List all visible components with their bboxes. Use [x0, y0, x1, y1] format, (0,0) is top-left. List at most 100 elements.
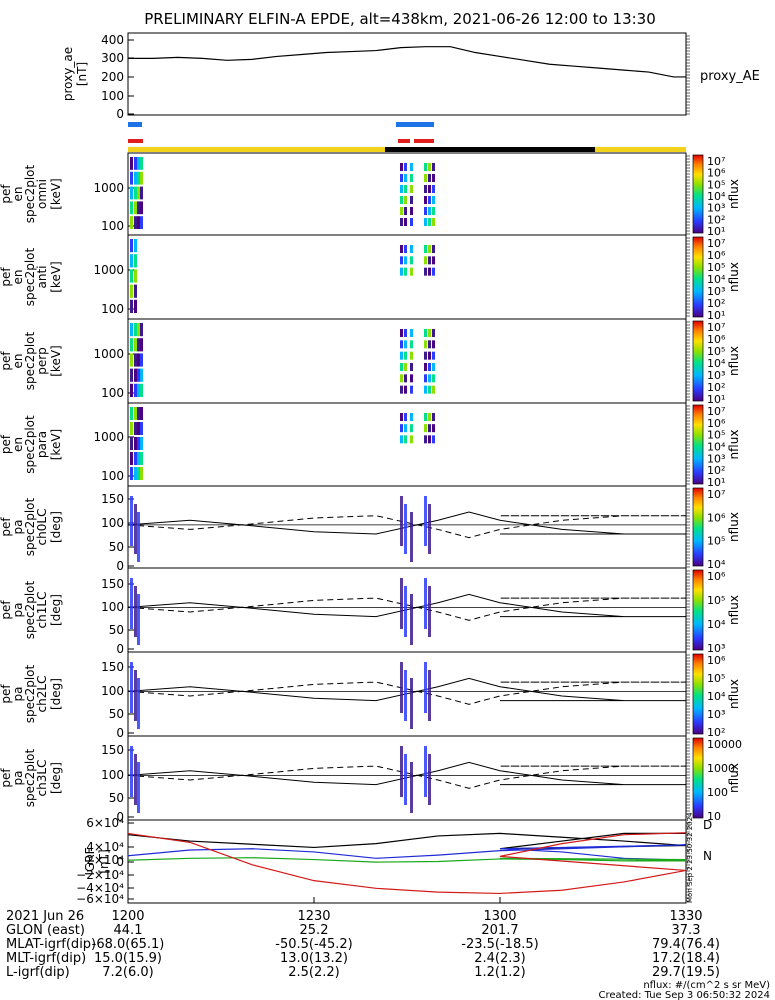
footer-row-2-val-2: -23.5(-18.5): [461, 937, 538, 952]
spectrogram-cell: [130, 467, 133, 480]
spectrogram-cell: [428, 163, 431, 171]
spectrogram-cell: [410, 218, 413, 226]
panel-7-cbar-tick-2: 10⁴: [707, 690, 726, 703]
spectrogram-cell: [410, 329, 413, 337]
spectrogram-cell: [134, 338, 137, 352]
spectrogram-cell: [428, 385, 431, 394]
spectrogram-cell: [400, 207, 403, 215]
panel-6-ylabel-3: spec2plot: [23, 580, 37, 639]
spectrogram-cell: [134, 437, 137, 450]
spectrogram-cell: [410, 413, 413, 421]
spectrogram-cell: [404, 351, 407, 360]
panel-6-cbar-tick-1: 10⁵: [707, 594, 725, 607]
spectrogram-cell: [432, 245, 435, 253]
pa-spectrogram-cell: [137, 594, 140, 645]
panel-9-ytick-3: 0: [116, 855, 124, 869]
panel-0-frame: [127, 32, 687, 116]
spectrogram-cell: [432, 351, 435, 360]
pa-spectrogram-cell: [400, 578, 403, 629]
panel-6-cbar-label: nflux: [727, 595, 741, 625]
pa-spectrogram-cell: [134, 754, 137, 805]
panel-7-ylabel-2: pa: [11, 687, 25, 702]
spectrogram-cell: [428, 256, 431, 265]
footer-row-0-val-2: 1300: [483, 909, 516, 924]
panel-3-ytick-0: 1000: [93, 347, 124, 361]
spectrogram-cell: [134, 216, 137, 229]
spectrogram-cell: [432, 413, 435, 421]
spectrogram-cell: [140, 407, 143, 420]
spectrogram-cell: [400, 385, 403, 394]
spectrogram-cell: [137, 186, 140, 200]
spectrogram-cell: [140, 171, 143, 185]
panel-2-cbar-tick-2: 10⁵: [707, 261, 725, 274]
pa-panel-3-anti-loss-cone: [127, 765, 686, 789]
panel-1-ylabel-0: ela: [0, 185, 1, 203]
pa-spectrogram-cell: [424, 578, 427, 629]
panel-7-ylabel-5: [deg]: [49, 678, 63, 710]
panel-6-cbar-tick-2: 10⁴: [707, 618, 726, 631]
spectrogram-cell: [130, 269, 133, 283]
panel-4-cbar-label: nflux: [727, 430, 741, 460]
igrf-series-Z: [127, 857, 687, 863]
panel-2-ytick-1: 100: [101, 302, 124, 316]
spectrogram-cell: [410, 207, 413, 215]
spectrogram-cell: [424, 245, 427, 253]
spectrogram-cell: [130, 323, 133, 337]
proxy-ae-series-label: proxy_AE: [700, 69, 760, 84]
spectrogram-cell: [137, 452, 140, 465]
panel-7-cbar-tick-0: 10⁶: [707, 654, 726, 667]
spectrogram-cell: [137, 383, 140, 397]
panel-7: elapefpaspec2plotch2LC[deg] 150 100 50 0 10⁶ 1…: [0, 651, 741, 740]
panel-1-cbar-tick-5: 10²: [707, 213, 725, 226]
panel-7-cbar-tick-1: 10⁵: [707, 672, 725, 685]
spectrogram-cell: [424, 174, 427, 182]
pa-panel-2-loss-cone: [127, 677, 686, 702]
panel-1-colorbar: [692, 154, 704, 234]
panel-0-ytick-0: 400: [101, 33, 124, 47]
panel-0-ylabel-0: proxy_ae: [61, 47, 75, 101]
spectrogram-cell: [130, 201, 133, 215]
panel-4-cbar-tick-6: 10¹: [707, 476, 725, 489]
panel-4-ylabel-2: en: [11, 437, 25, 452]
spectrogram-cell: [432, 363, 435, 371]
panel-8-cbar-tick-2: 100: [707, 786, 728, 799]
footer-row-2-label: MLAT-igrf(dip): [6, 937, 96, 952]
pa-panel-2-anti-loss-cone: [127, 681, 686, 705]
panel-4-ytick-0: 1000: [93, 430, 124, 444]
spectrogram-cell: [424, 424, 427, 433]
panel-8-ylabel-4: ch3LC: [35, 760, 49, 797]
spectrogram-cell: [130, 171, 133, 185]
pa-spectrogram-cell: [410, 762, 413, 813]
spectrogram-cell: [137, 323, 140, 337]
sunlight-bar-yellow-1: [128, 147, 385, 152]
pa-spectrogram-cell: [404, 504, 407, 554]
pa-spectrogram-cell: [410, 512, 413, 562]
pa-spectrogram-cell: [410, 594, 413, 645]
spectrogram-cell: [137, 437, 140, 450]
panel-7-cbar-tick-3: 10³: [707, 708, 725, 721]
spectrogram-cell: [428, 174, 431, 182]
figure-title: PRELIMINARY ELFIN-A EPDE, alt=438km, 202…: [144, 10, 656, 28]
spectrogram-cell: [424, 385, 427, 394]
spectrogram-cell: [428, 207, 431, 215]
panel-9-ytick-6: −6×10⁴: [76, 892, 124, 906]
spectrogram-cell: [410, 435, 413, 444]
panel-2-ylabel-4: anti: [35, 266, 49, 289]
panel-1-ytick-0: 1000: [93, 181, 124, 195]
panel-6-ytick-0: 150: [101, 577, 124, 591]
spectrogram-cell: [134, 452, 137, 465]
pa-spectrogram-cell: [134, 670, 137, 721]
created-note: Created: Tue Sep 3 06:50:32 2024: [599, 990, 771, 1000]
panel-3-cbar-tick-4: 10³: [707, 369, 725, 382]
spectrogram-cell: [404, 329, 407, 337]
panel-5-ylabel-3: spec2plot: [23, 497, 37, 556]
pa-spectrogram-cell: [424, 496, 427, 546]
panel-1-cbar-tick-1: 10⁶: [707, 167, 726, 180]
spectrogram-cell: [410, 185, 413, 193]
panel-1-ylabel-3: spec2plot: [23, 164, 37, 223]
spectrogram-cell: [140, 216, 143, 229]
panel-9-ylabel-1: [nT]: [97, 849, 111, 873]
footer-row-1-val-0: 44.1: [114, 923, 143, 938]
spectrogram-cell: [140, 186, 143, 200]
